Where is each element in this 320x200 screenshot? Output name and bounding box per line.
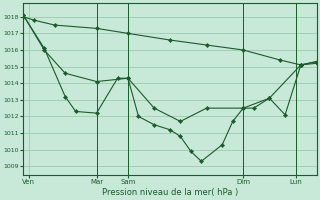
X-axis label: Pression niveau de la mer( hPa ): Pression niveau de la mer( hPa ) <box>102 188 238 197</box>
